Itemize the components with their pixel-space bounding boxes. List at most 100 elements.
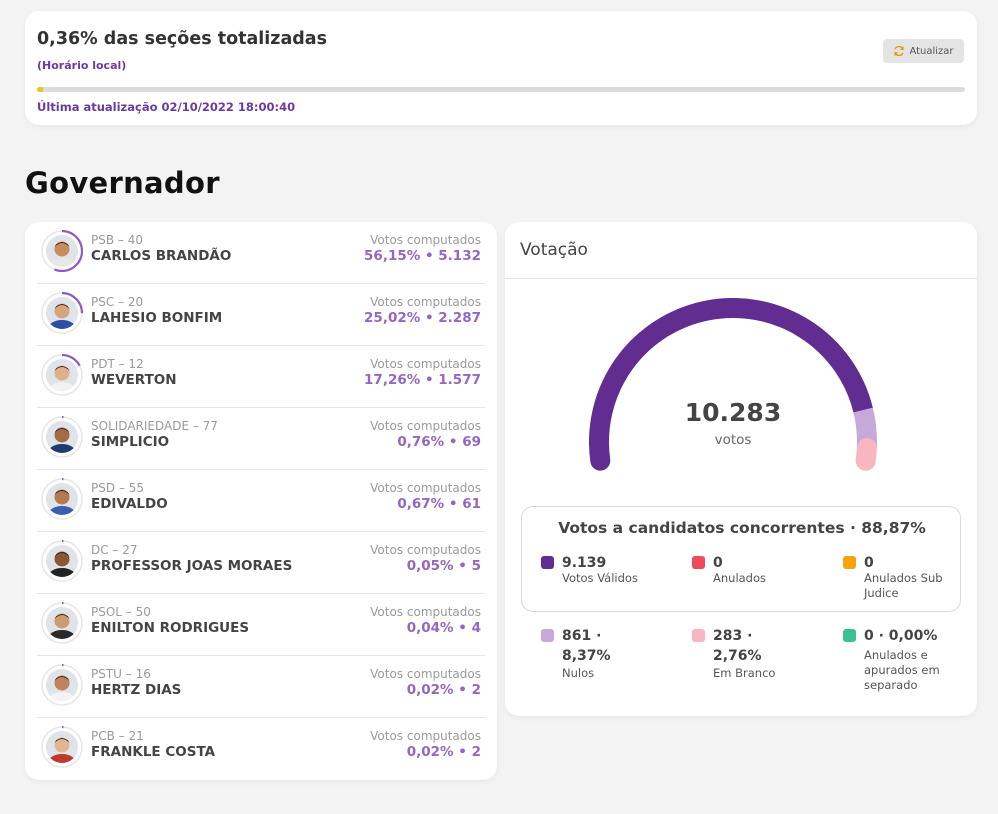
candidate-row[interactable]: SOLIDARIEDADE – 77 SIMPLICIO Votos compu… bbox=[37, 408, 485, 470]
stat-label: Em Branco bbox=[713, 666, 776, 680]
candidate-row[interactable]: PSOL – 50 ENILTON RODRIGUES Votos comput… bbox=[37, 594, 485, 656]
candidate-row[interactable]: PSTU – 16 HERTZ DIAS Votos computados 0,… bbox=[37, 656, 485, 718]
section-title: Governador bbox=[25, 166, 220, 200]
candidate-row[interactable]: PCB – 21 FRANKLE COSTA Votos computados … bbox=[37, 718, 485, 780]
candidate-row[interactable]: PSB – 40 CARLOS BRANDÃO Votos computados… bbox=[37, 222, 485, 284]
candidate-row[interactable]: DC – 27 PROFESSOR JOAS MORAES Votos comp… bbox=[37, 532, 485, 594]
candidate-photo bbox=[46, 669, 78, 701]
candidate-party: PSD – 55 bbox=[91, 481, 144, 495]
votes-label: Votos computados bbox=[370, 605, 481, 619]
stat-value: 9.139 bbox=[562, 555, 607, 571]
votes-label: Votos computados bbox=[370, 543, 481, 557]
stat-label: Votos Válidos bbox=[562, 571, 638, 585]
candidate-avatar bbox=[41, 292, 83, 334]
vote-share-ring bbox=[41, 726, 83, 768]
candidate-photo bbox=[46, 421, 78, 453]
candidate-photo bbox=[46, 607, 78, 639]
candidate-avatar bbox=[41, 540, 83, 582]
votes-label: Votos computados bbox=[370, 729, 481, 743]
totalization-progress-bar bbox=[37, 87, 965, 92]
votes-label: Votos computados bbox=[370, 295, 481, 309]
candidate-party: PSTU – 16 bbox=[91, 667, 151, 681]
stat-value: 0 · 0,00% bbox=[864, 628, 938, 644]
candidate-avatar bbox=[41, 354, 83, 396]
stat-label: Anulados bbox=[713, 571, 767, 585]
candidates-card: PSB – 40 CARLOS BRANDÃO Votos computados… bbox=[25, 222, 497, 780]
candidate-votes: 0,04% • 4 bbox=[406, 620, 481, 636]
candidate-photo bbox=[46, 483, 78, 515]
vote-share-ring bbox=[41, 292, 83, 334]
candidate-photo bbox=[46, 297, 78, 329]
candidate-avatar bbox=[41, 230, 83, 272]
stat-label: Anulados Sub Judice bbox=[864, 571, 943, 600]
voting-title: Votação bbox=[520, 240, 588, 260]
candidate-party: PSB – 40 bbox=[91, 233, 143, 247]
refresh-label: Atualizar bbox=[909, 45, 954, 57]
votes-label: Votos computados bbox=[370, 419, 481, 433]
refresh-icon bbox=[893, 45, 905, 57]
candidate-votes: 0,02% • 2 bbox=[406, 682, 481, 698]
candidate-name: SIMPLICIO bbox=[91, 434, 170, 450]
candidate-avatar bbox=[41, 664, 83, 706]
candidate-photo bbox=[46, 235, 78, 267]
valid-votes-box: Votos a candidatos concorrentes · 88,87%… bbox=[521, 506, 961, 612]
candidate-name: EDIVALDO bbox=[91, 496, 168, 512]
legend-swatch bbox=[541, 556, 554, 569]
candidate-votes: 25,02% • 2.287 bbox=[364, 310, 481, 326]
stat-value: 861 · 8,37% bbox=[562, 628, 611, 664]
legend-swatch bbox=[692, 629, 705, 642]
vote-share-ring bbox=[41, 478, 83, 520]
candidate-row[interactable]: PSD – 55 EDIVALDO Votos computados 0,67%… bbox=[37, 470, 485, 532]
legend-swatch bbox=[843, 629, 856, 642]
candidate-votes: 0,67% • 61 bbox=[397, 496, 481, 512]
timezone-note: (Horário local) bbox=[37, 59, 127, 72]
candidate-name: FRANKLE COSTA bbox=[91, 744, 216, 760]
votes-label: Votos computados bbox=[370, 481, 481, 495]
candidate-party: PDT – 12 bbox=[91, 357, 144, 371]
total-votes-unit: votos bbox=[714, 432, 752, 448]
votes-label: Votos computados bbox=[370, 233, 481, 247]
candidate-name: LAHESIO BONFIM bbox=[91, 310, 223, 326]
candidate-name: PROFESSOR JOAS MORAES bbox=[91, 558, 293, 574]
progress-fill bbox=[37, 87, 43, 92]
vote-share-ring bbox=[41, 230, 83, 272]
candidate-votes: 0,05% • 5 bbox=[406, 558, 481, 574]
stat-value: 283 · 2,76% bbox=[713, 628, 762, 664]
vote-share-ring bbox=[41, 416, 83, 458]
legend-swatch bbox=[843, 556, 856, 569]
candidate-avatar bbox=[41, 726, 83, 768]
candidate-avatar bbox=[41, 416, 83, 458]
totalization-title: 0,36% das seções totalizadas bbox=[37, 29, 328, 49]
last-update-text: Última atualização 02/10/2022 18:00:40 bbox=[37, 100, 296, 114]
vote-share-ring bbox=[41, 602, 83, 644]
vote-share-ring bbox=[41, 540, 83, 582]
candidate-name: WEVERTON bbox=[91, 372, 177, 388]
candidate-name: CARLOS BRANDÃO bbox=[91, 248, 232, 264]
divider bbox=[505, 278, 977, 279]
votes-gauge bbox=[589, 298, 877, 471]
stat-label: Nulos bbox=[562, 666, 595, 680]
candidate-avatar bbox=[41, 478, 83, 520]
candidate-photo bbox=[46, 545, 78, 577]
candidate-photo bbox=[46, 359, 78, 391]
candidate-votes: 0,02% • 2 bbox=[406, 744, 481, 760]
legend-swatch bbox=[541, 629, 554, 642]
candidate-row[interactable]: PSC – 20 LAHESIO BONFIM Votos computados… bbox=[37, 284, 485, 346]
total-votes: 10.283 bbox=[684, 398, 782, 427]
voting-card: Votação 10.283 votos Votos a candidatos … bbox=[505, 222, 977, 716]
stat-value: 0 bbox=[713, 555, 723, 571]
refresh-button[interactable]: Atualizar bbox=[883, 39, 964, 63]
candidate-party: PSC – 20 bbox=[91, 295, 144, 309]
candidate-votes: 56,15% • 5.132 bbox=[364, 248, 481, 264]
totalization-status-card: 0,36% das seções totalizadas (Horário lo… bbox=[25, 11, 977, 125]
gauge-segment-votos-v-lidos bbox=[589, 298, 874, 471]
candidate-name: HERTZ DIAS bbox=[91, 682, 182, 698]
votes-label: Votos computados bbox=[370, 357, 481, 371]
candidate-photo bbox=[46, 731, 78, 763]
votes-label: Votos computados bbox=[370, 667, 481, 681]
candidate-votes: 0,76% • 69 bbox=[397, 434, 481, 450]
candidate-row[interactable]: PDT – 12 WEVERTON Votos computados 17,26… bbox=[37, 346, 485, 408]
legend-swatch bbox=[692, 556, 705, 569]
candidate-votes: 17,26% • 1.577 bbox=[364, 372, 481, 388]
stat-label: Anulados e apurados em separado bbox=[864, 648, 940, 692]
